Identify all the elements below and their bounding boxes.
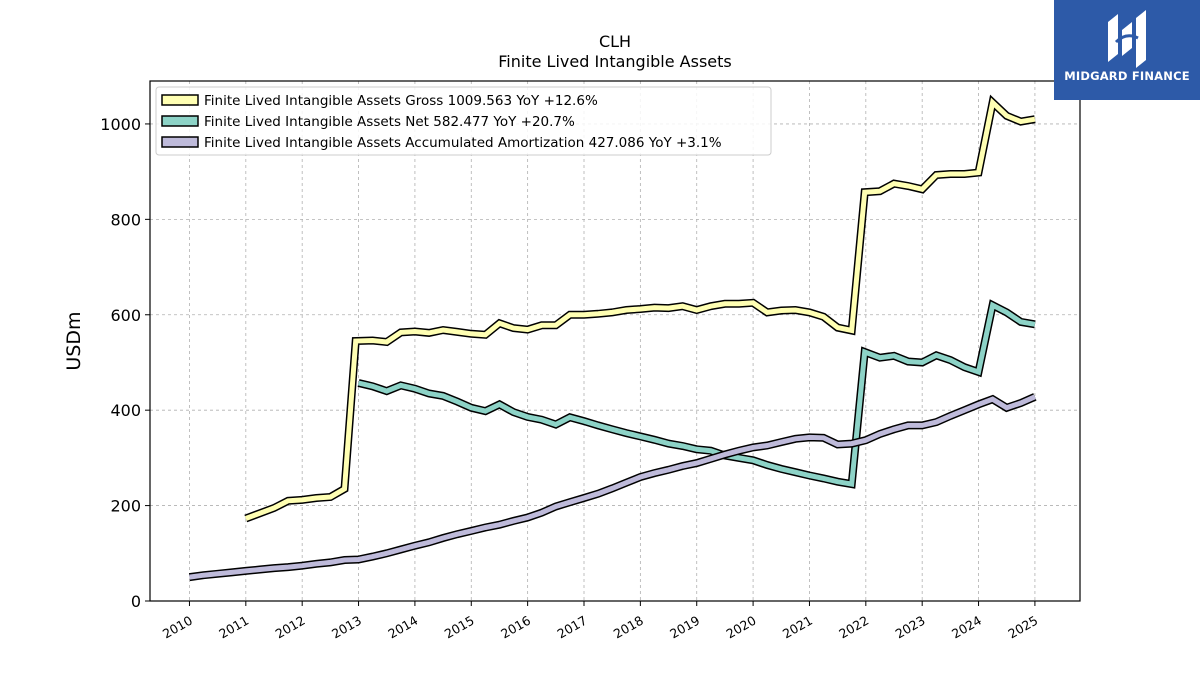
x-tick-label: 2024	[949, 613, 984, 642]
x-tick-label: 2010	[160, 613, 195, 642]
x-tick-label: 2019	[667, 613, 702, 642]
series-line-2	[357, 301, 1036, 488]
brand-logo-icon	[1108, 10, 1146, 68]
x-tick-label: 2011	[216, 613, 251, 642]
legend-label-2: Finite Lived Intangible Assets Net 582.4…	[204, 114, 575, 130]
y-axis-label: USDm	[63, 311, 85, 370]
legend-label-3: Finite Lived Intangible Assets Accumulat…	[204, 135, 722, 151]
x-tick-label: 2018	[611, 613, 646, 642]
x-tick-label: 2015	[442, 613, 477, 642]
plot-frame	[149, 80, 1081, 602]
x-tick-label: 2023	[893, 613, 928, 642]
y-tick-label: 400	[110, 401, 141, 420]
y-tick-label: 800	[110, 210, 141, 229]
y-tick-label: 0	[131, 592, 141, 611]
legend: Finite Lived Intangible Assets Gross 100…	[155, 86, 772, 156]
x-tick-label: 2022	[836, 613, 871, 642]
y-tick-label: 600	[110, 306, 141, 325]
axes: 0 200 400 600 800 1000 2010 2011 2012 2013 2014 201…	[100, 115, 1040, 642]
x-tick-label: 2016	[498, 613, 533, 642]
x-tick-label: 2012	[273, 613, 308, 642]
y-tick-label: 1000	[100, 115, 141, 134]
chart-subtitle: Finite Lived Intangible Assets	[498, 52, 732, 71]
x-tick-label: 2021	[780, 613, 815, 642]
x-tick-label: 2017	[554, 613, 589, 642]
y-tick-label: 200	[110, 497, 141, 516]
series-line-3	[189, 394, 1036, 580]
brand-name: MIDGARD FINANCE	[1064, 69, 1190, 83]
x-tick-label: 2025	[1005, 613, 1040, 642]
chart-title: CLH	[598, 32, 632, 51]
x-tick-label: 2014	[385, 613, 420, 642]
plot-series	[188, 94, 1037, 582]
legend-swatch-1	[161, 94, 199, 106]
legend-swatch-3	[161, 136, 199, 148]
legend-swatch-2	[161, 115, 199, 127]
x-tick-label: 2020	[724, 613, 759, 642]
x-tick-label: 2013	[329, 613, 364, 642]
series-line-1	[244, 97, 1036, 521]
grid	[150, 81, 1080, 602]
legend-label-1: Finite Lived Intangible Assets Gross 100…	[204, 93, 598, 109]
legend-box	[155, 86, 772, 156]
brand-logo: MIDGARD FINANCE	[1054, 0, 1200, 100]
